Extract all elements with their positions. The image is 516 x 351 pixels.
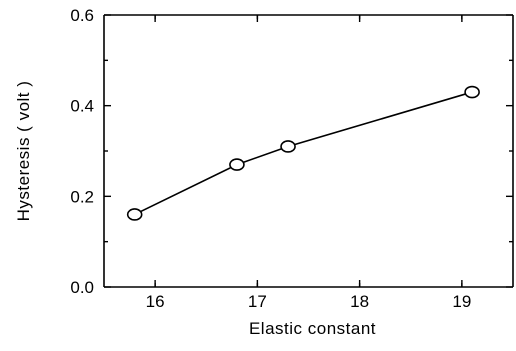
x-axis-title: Elastic constant: [249, 319, 376, 338]
series: [126, 85, 480, 221]
x-tick-label: 19: [452, 292, 471, 311]
y-tick-label: 0.4: [70, 97, 94, 116]
y-axis-title: Hysteresis ( volt ): [14, 81, 33, 222]
x-tick-label: 18: [350, 292, 369, 311]
tick-labels: 16 17 18 19 0.0 0.2 0.4 0.6: [70, 6, 471, 311]
y-tick-label: 0.2: [70, 187, 94, 206]
x-tick-label: 17: [248, 292, 267, 311]
series-line: [134, 91, 473, 216]
ticks: [104, 14, 513, 288]
data-point: [280, 140, 296, 153]
x-tick-label: 16: [146, 292, 165, 311]
data-point: [464, 85, 480, 99]
y-tick-label: 0.0: [70, 278, 94, 297]
data-point: [126, 208, 143, 221]
data-point: [229, 158, 245, 171]
axes: [103, 14, 514, 288]
y-tick-label: 0.6: [70, 6, 94, 25]
